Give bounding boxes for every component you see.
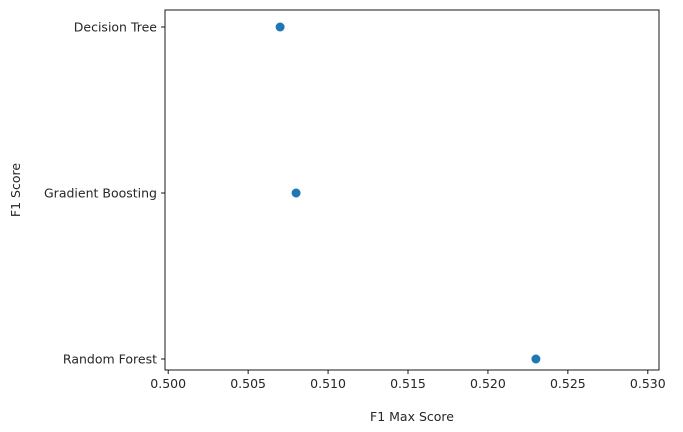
x-axis: 0.500 0.505 0.510 0.515 0.520 0.525 0.530 [150,370,666,391]
x-tick-label: 0.520 [470,376,506,391]
data-point [291,188,301,198]
x-tick-label: 0.505 [230,376,266,391]
plot-area [164,9,660,371]
y-tick-label: Random Forest [63,352,157,367]
x-tick-label: 0.525 [550,376,586,391]
data-point [531,354,541,364]
y-tick-label: Gradient Boosting [44,186,157,201]
y-axis-label: F1 Score [8,163,23,217]
x-tick-label: 0.530 [630,376,666,391]
x-tick-label: 0.515 [390,376,426,391]
x-tick-label: 0.500 [150,376,186,391]
y-axis: Random Forest Gradient Boosting Decision T… [44,20,165,367]
data-point [275,22,285,32]
x-axis-label: F1 Max Score [370,409,454,424]
y-tick-label: Decision Tree [74,20,158,35]
data-points [275,22,541,364]
x-tick-label: 0.510 [310,376,346,391]
